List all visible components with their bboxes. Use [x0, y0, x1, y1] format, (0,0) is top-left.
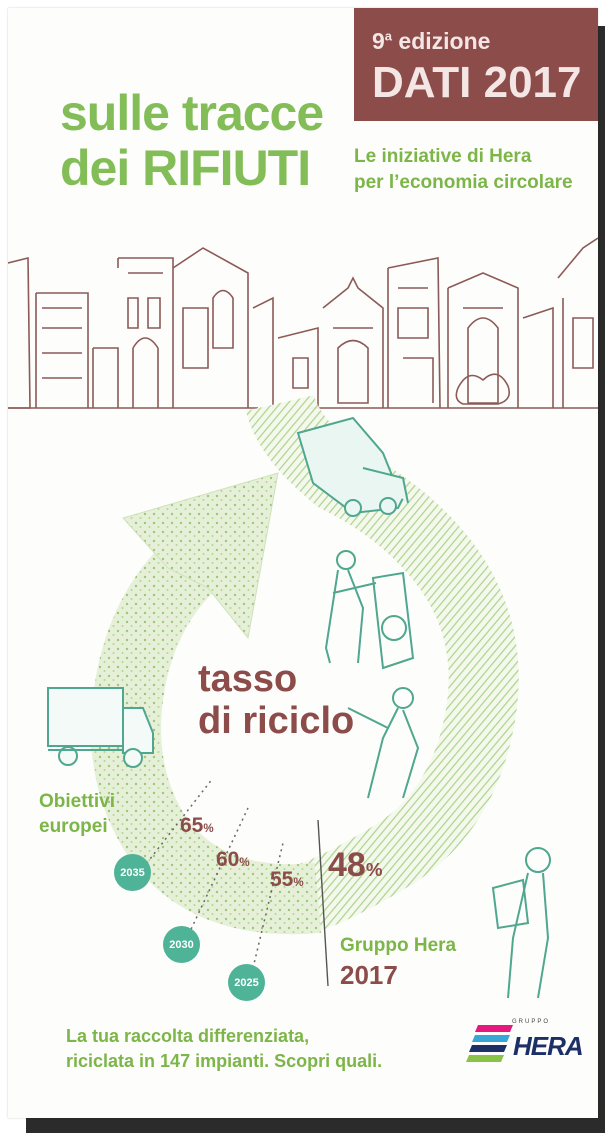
- targets-label-line-1: Obiettivi: [39, 791, 116, 812]
- current-label-line-2: 2017: [340, 960, 398, 990]
- center-label-line-1: tasso: [198, 658, 298, 700]
- city-skyline: [8, 237, 598, 409]
- edition-box: 9a edizione DATI 2017: [354, 8, 598, 121]
- title-line-1: sulle tracce: [60, 85, 324, 141]
- target-2035-value: 65%: [180, 814, 214, 837]
- footer-line-1: La tua raccolta differenziata,: [66, 1026, 310, 1046]
- logo-name: HERA: [513, 1031, 584, 1061]
- recycling-arrow: [91, 393, 519, 987]
- target-leader-lines: [142, 777, 284, 969]
- targets-label-line-2: europei: [39, 816, 108, 837]
- year-badge-2030: 2030: [163, 926, 200, 963]
- current-rate-value: 48%: [328, 846, 383, 884]
- garbage-truck-icon: [296, 416, 409, 517]
- worker-with-box-illustration: [491, 847, 551, 999]
- year-badge-2035: 2035: [114, 854, 151, 891]
- edition-number: 9: [372, 28, 385, 54]
- footer-line-2: riciclata in 147 impianti. Scopri quali.: [66, 1051, 383, 1071]
- edition-word: edizione: [392, 28, 491, 54]
- title-line-2: dei RIFIUTI: [60, 140, 311, 196]
- target-2030-value: 60%: [216, 848, 250, 871]
- year-badge-2025: 2025: [228, 964, 265, 1001]
- target-2025-value: 55%: [270, 868, 304, 891]
- workers-illustration: [324, 550, 420, 799]
- year-label: DATI 2017: [372, 58, 582, 107]
- current-label-line-1: Gruppo Hera: [340, 935, 457, 956]
- subtitle-line-1: Le iniziative di Hera: [354, 146, 532, 167]
- illustration: [8, 237, 598, 1062]
- center-label-line-2: di riciclo: [198, 700, 355, 742]
- hera-logo-icon: [466, 1025, 513, 1062]
- brochure-cover: 9a edizione DATI 2017 sulle tracce dei R…: [8, 8, 598, 1118]
- edition-label: 9a edizione: [372, 28, 490, 55]
- logo-group-label: GRUPPO: [512, 1019, 551, 1025]
- delivery-truck-icon: [47, 687, 154, 768]
- subtitle-line-2: per l’economia circolare: [354, 172, 573, 193]
- edition-superscript: a: [384, 28, 393, 44]
